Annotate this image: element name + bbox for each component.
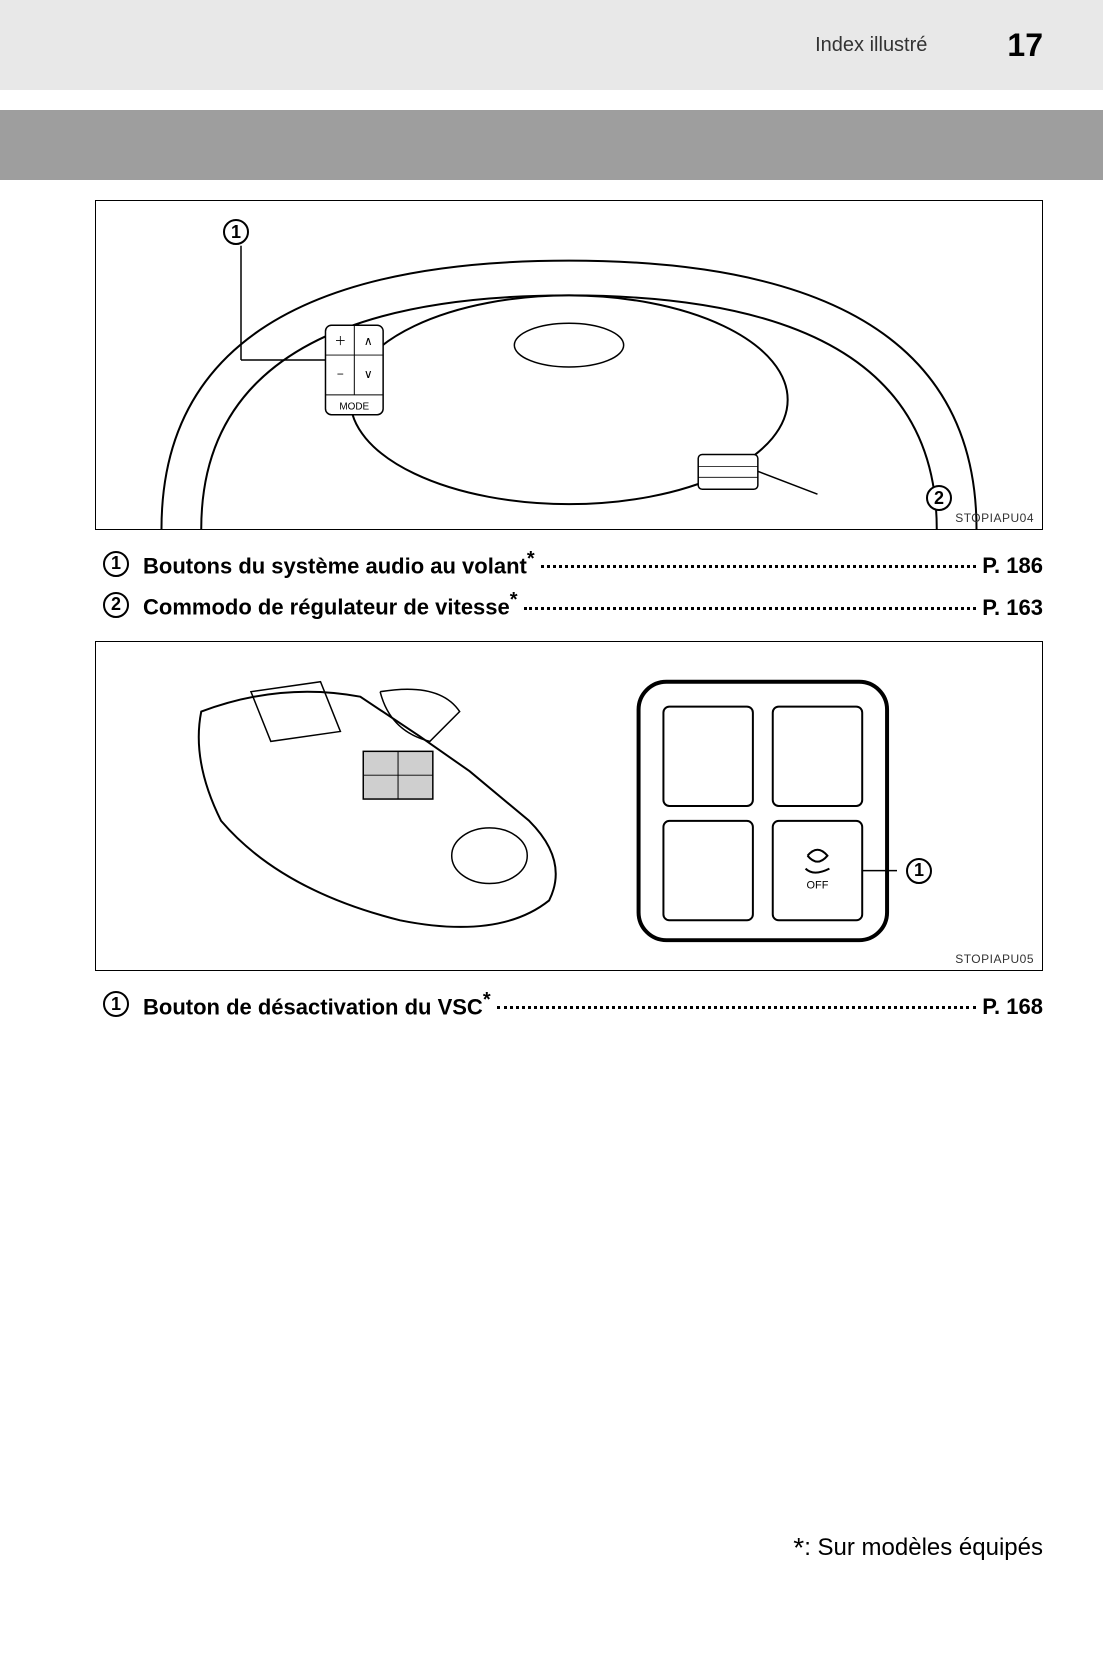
svg-text:−: − <box>337 367 344 381</box>
legend-label: Bouton de désactivation du VSC* <box>143 989 491 1020</box>
legend-num: 1 <box>103 991 129 1017</box>
sub-header-bar <box>0 110 1103 180</box>
section-title: Index illustré <box>815 34 927 57</box>
legend-row: 2 Commodo de régulateur de vitesse* P. 1… <box>103 589 1043 620</box>
legend-label: Boutons du système audio au volant* <box>143 548 535 579</box>
callout-2: 2 <box>926 485 952 511</box>
legend-label: Commodo de régulateur de vitesse* <box>143 589 518 620</box>
legend-row: 1 Bouton de désactivation du VSC* P. 168 <box>103 989 1043 1020</box>
svg-text:∨: ∨ <box>364 367 373 381</box>
figure-code: STOPIAPU05 <box>955 952 1034 966</box>
legend-row: 1 Boutons du système audio au volant* P.… <box>103 548 1043 579</box>
steering-wheel-drawing: MODE ＋ ∧ − ∨ <box>96 201 1042 529</box>
legend-page: P. 168 <box>982 994 1043 1020</box>
svg-text:∧: ∧ <box>364 334 373 348</box>
legend-page: P. 186 <box>982 553 1043 579</box>
leader-dots <box>497 1006 977 1009</box>
page-number: 17 <box>1007 27 1043 64</box>
callout-1: 1 <box>223 219 249 245</box>
legend-num: 1 <box>103 551 129 577</box>
svg-text:＋: ＋ <box>334 334 346 348</box>
legend-page: P. 163 <box>982 595 1043 621</box>
footnote-star: * <box>793 1532 804 1563</box>
legend-num: 2 <box>103 592 129 618</box>
mode-button-label: MODE <box>339 402 369 413</box>
footnote-text: : Sur modèles équipés <box>804 1534 1043 1561</box>
figure-code: STOPIAPU04 <box>955 511 1034 525</box>
console-drawing: OFF <box>96 642 1042 970</box>
figure-steering-wheel: MODE ＋ ∧ − ∨ 1 2 STOPIAPU04 <box>95 200 1043 530</box>
leader-dots <box>524 607 977 610</box>
page-content: MODE ＋ ∧ − ∨ 1 2 STOPIAPU04 1 Boutons du… <box>95 200 1043 1030</box>
page-header: Index illustré 17 <box>0 0 1103 90</box>
figure-center-console: OFF 1 STOPIAPU05 <box>95 641 1043 971</box>
leader-dots <box>541 565 977 568</box>
callout-1: 1 <box>906 858 932 884</box>
footnote: *: Sur modèles équipés <box>793 1532 1043 1564</box>
vsc-off-label: OFF <box>807 879 829 891</box>
